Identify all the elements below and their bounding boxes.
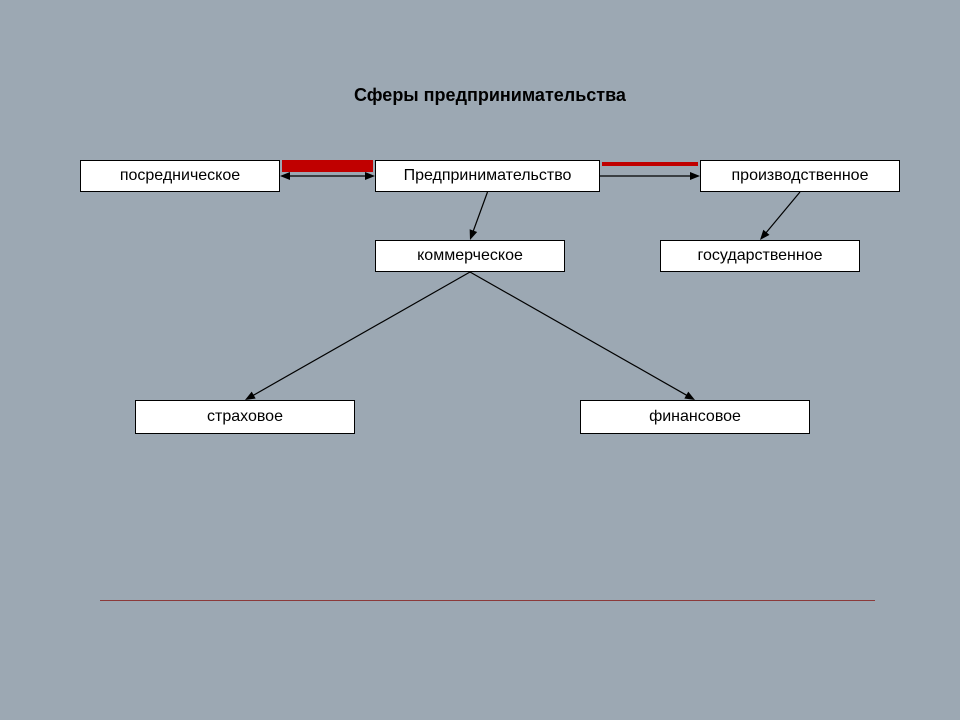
node-label: Предпринимательство [404, 167, 572, 185]
node-label: производственное [732, 167, 869, 185]
edge [473, 192, 488, 232]
arrow-layer [0, 0, 960, 720]
arrowhead-icon [365, 172, 375, 180]
diagram-title: Сферы предпринимательства [340, 85, 640, 106]
node-proizv: производственное [700, 160, 900, 192]
edge [252, 272, 470, 396]
accent-bar [282, 160, 373, 172]
node-label: страховое [207, 408, 283, 426]
node-root: Предпринимательство [375, 160, 600, 192]
node-label: государственное [698, 247, 823, 265]
diagram-canvas: Сферы предпринимательства посредническое… [0, 0, 960, 720]
node-strah: страховое [135, 400, 355, 434]
accent-bar [602, 162, 698, 166]
node-label: коммерческое [417, 247, 523, 265]
node-komm: коммерческое [375, 240, 565, 272]
node-fin: финансовое [580, 400, 810, 434]
arrowhead-icon [470, 229, 478, 240]
arrowhead-icon [245, 392, 256, 400]
arrowhead-icon [690, 172, 700, 180]
arrowhead-icon [280, 172, 290, 180]
node-label: финансовое [649, 408, 741, 426]
edge [765, 192, 800, 234]
arrowhead-icon [684, 392, 695, 400]
node-posred: посредническое [80, 160, 280, 192]
node-gos: государственное [660, 240, 860, 272]
footer-rule [100, 600, 875, 601]
edge [470, 272, 688, 396]
node-label: посредническое [120, 167, 240, 185]
arrowhead-icon [760, 230, 769, 240]
